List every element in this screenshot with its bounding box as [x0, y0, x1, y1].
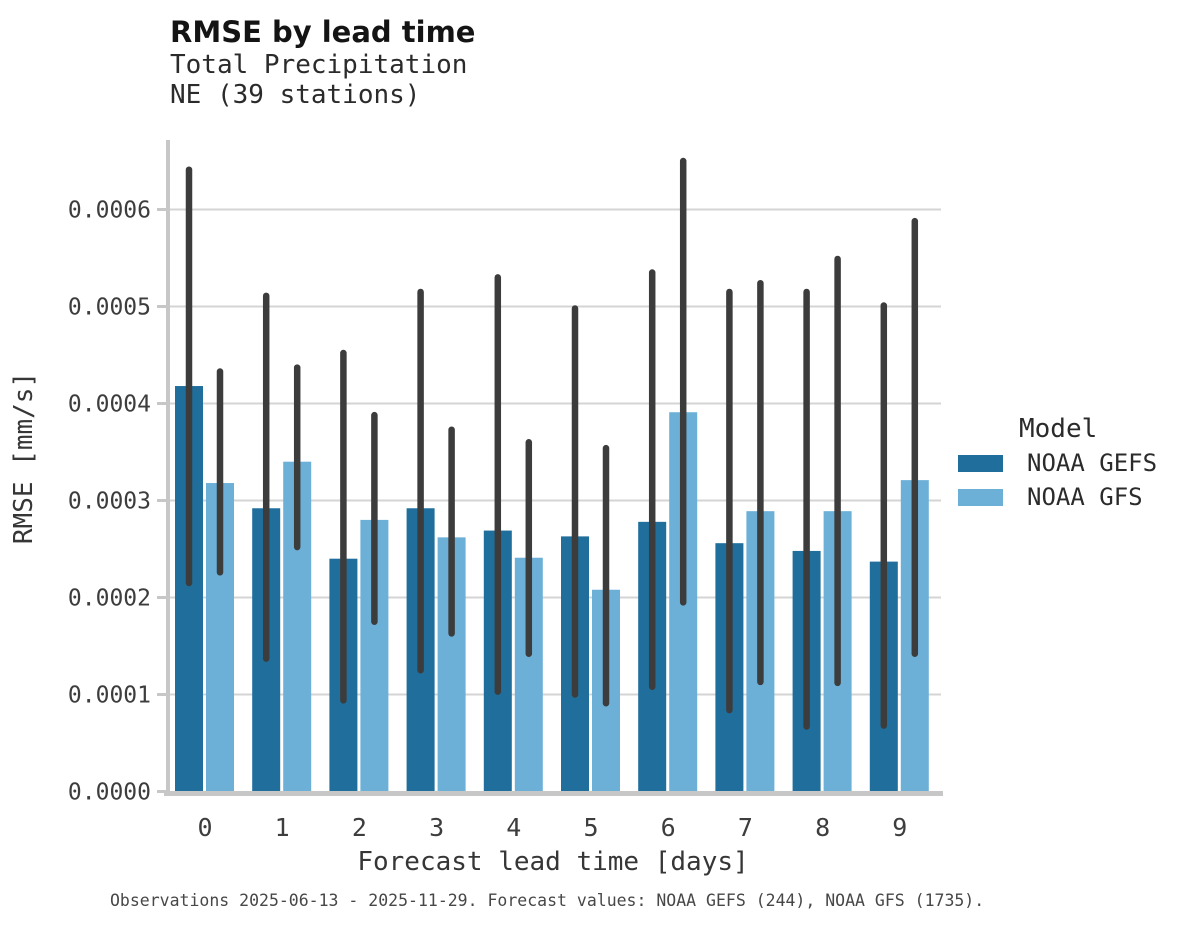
x-tick-label: 9 — [892, 813, 907, 842]
x-tick-label: 4 — [506, 813, 521, 842]
figure-caption: Observations 2025-06-13 - 2025-11-29. Fo… — [110, 891, 984, 910]
legend-label-noaa-gfs: NOAA GFS — [1027, 483, 1143, 511]
legend: Model NOAA GEFS NOAA GFS — [958, 414, 1157, 511]
x-axis-title: Forecast lead time [days] — [357, 847, 748, 877]
chart-title: RMSE by lead time — [170, 15, 475, 49]
legend-swatch-noaa-gefs — [958, 455, 1003, 472]
x-tick-label: 0 — [197, 813, 212, 842]
x-tick-label: 6 — [661, 813, 676, 842]
y-tick-label: 0.0002 — [68, 586, 151, 612]
x-tick-label: 2 — [352, 813, 367, 842]
x-tick-label: 8 — [815, 813, 830, 842]
y-tick-label: 0.0001 — [68, 683, 151, 709]
plot-area: 0.0000 0.0001 0.0002 0.0003 0.0004 0.0005 0.00… — [68, 140, 943, 842]
x-tick-label: 3 — [429, 813, 444, 842]
legend-swatch-noaa-gfs — [958, 489, 1003, 506]
x-tick-label: 1 — [275, 813, 290, 842]
y-tick-label: 0.0005 — [68, 295, 151, 321]
x-tick-label: 5 — [583, 813, 598, 842]
legend-label-noaa-gefs: NOAA GEFS — [1027, 449, 1157, 477]
y-tick-label: 0.0003 — [68, 489, 151, 515]
x-tick-label: 7 — [738, 813, 753, 842]
chart-subtitle-region: NE (39 stations) — [170, 80, 420, 110]
y-tick-label: 0.0006 — [68, 198, 151, 224]
y-tick-label: 0.0004 — [68, 392, 151, 418]
chart-subtitle-variable: Total Precipitation — [170, 50, 467, 80]
y-axis-title: RMSE [mm/s] — [9, 372, 39, 544]
legend-title: Model — [1019, 414, 1097, 444]
y-tick-label: 0.0000 — [68, 780, 151, 806]
